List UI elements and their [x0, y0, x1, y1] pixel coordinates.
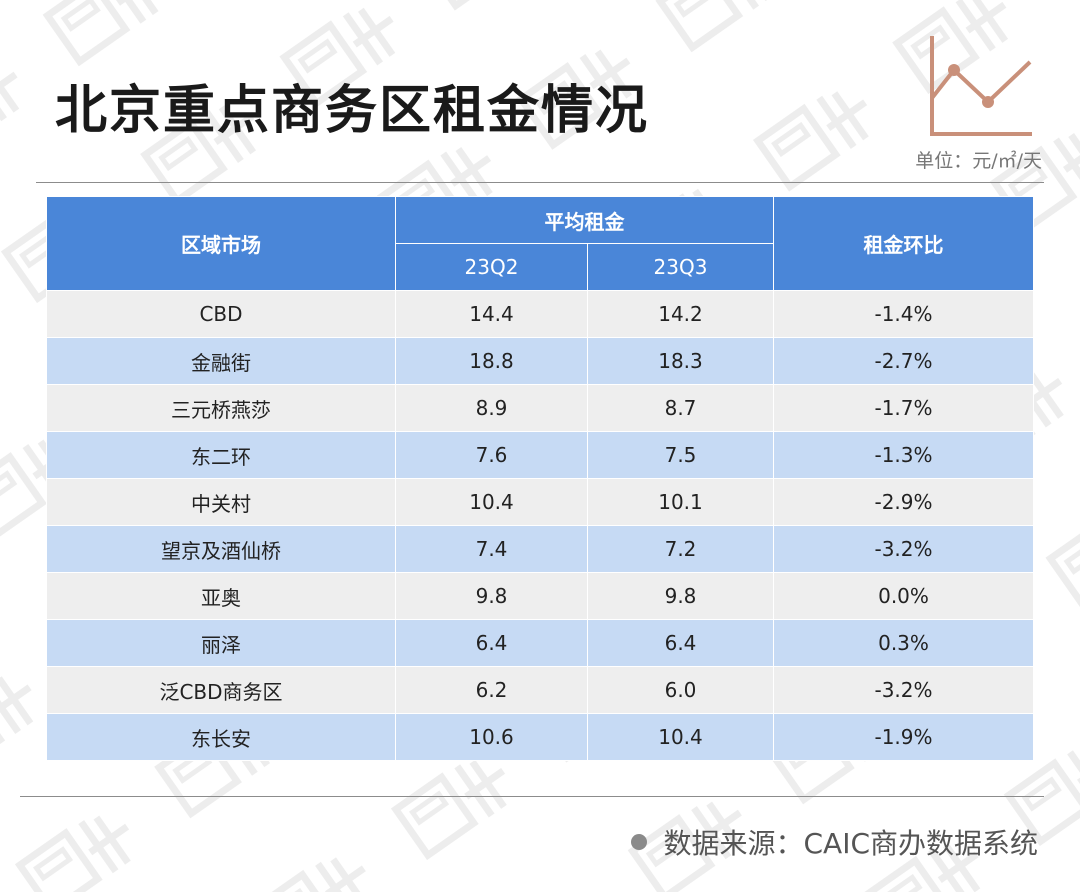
- cell-q3: 14.2: [587, 290, 774, 338]
- cell-q3: 6.4: [587, 619, 774, 667]
- cell-change: -1.3%: [773, 431, 1034, 479]
- cell-change: -3.2%: [773, 525, 1034, 573]
- cell-region: 东二环: [46, 431, 396, 479]
- table-row: 中关村 10.4 10.1 -2.9%: [46, 478, 1034, 526]
- top-divider: [36, 182, 1044, 183]
- cell-change: 0.0%: [773, 572, 1034, 620]
- cell-region: 丽泽: [46, 619, 396, 667]
- cell-q2: 10.6: [395, 713, 588, 761]
- cell-region: 亚奥: [46, 572, 396, 620]
- cell-region: 中关村: [46, 478, 396, 526]
- unit-label: 单位：元/㎡/天: [915, 150, 1042, 172]
- rent-table: 区域市场 平均租金 租金环比 23Q2 23Q3 CBD 14.4 14.2 -1.4…: [46, 196, 1034, 761]
- bullet-dot: [631, 834, 648, 850]
- cell-region: 东长安: [46, 713, 396, 761]
- cell-q2: 10.4: [395, 478, 588, 526]
- cell-change: 0.3%: [773, 619, 1034, 667]
- header-change: 租金环比: [773, 196, 1034, 291]
- table-row: 望京及酒仙桥 7.4 7.2 -3.2%: [46, 525, 1034, 573]
- header-q2: 23Q2: [395, 243, 588, 291]
- cell-change: -3.2%: [773, 666, 1034, 714]
- cell-change: -1.4%: [773, 290, 1034, 338]
- header-region: 区域市场: [46, 196, 396, 291]
- cell-q2: 18.8: [395, 337, 588, 385]
- table-row: 东二环 7.6 7.5 -1.3%: [46, 431, 1034, 479]
- cell-region: 金融街: [46, 337, 396, 385]
- cell-q3: 18.3: [587, 337, 774, 385]
- cell-region: 三元桥燕莎: [46, 384, 396, 432]
- cell-region: 泛CBD商务区: [46, 666, 396, 714]
- table-row: 金融街 18.8 18.3 -2.7%: [46, 337, 1034, 385]
- cell-change: -2.9%: [773, 478, 1034, 526]
- cell-q3: 10.1: [587, 478, 774, 526]
- cell-q2: 9.8: [395, 572, 588, 620]
- header-avg-rent: 平均租金: [395, 196, 774, 244]
- table-row: 三元桥燕莎 8.9 8.7 -1.7%: [46, 384, 1034, 432]
- cell-q2: 6.2: [395, 666, 588, 714]
- table-row: 丽泽 6.4 6.4 0.3%: [46, 619, 1034, 667]
- cell-change: -2.7%: [773, 337, 1034, 385]
- cell-region: 望京及酒仙桥: [46, 525, 396, 573]
- table-row: 泛CBD商务区 6.2 6.0 -3.2%: [46, 666, 1034, 714]
- header-q3: 23Q3: [587, 243, 774, 291]
- cell-q3: 8.7: [587, 384, 774, 432]
- cell-q2: 8.9: [395, 384, 588, 432]
- cell-q2: 6.4: [395, 619, 588, 667]
- cell-q3: 6.0: [587, 666, 774, 714]
- table-body: CBD 14.4 14.2 -1.4% 金融街 18.8 18.3 -2.7% 三元桥燕莎 8.9…: [46, 290, 1034, 761]
- cell-q3: 10.4: [587, 713, 774, 761]
- page-title: 北京重点商务区租金情况: [55, 81, 650, 141]
- cell-change: -1.7%: [773, 384, 1034, 432]
- line-chart-icon: [930, 36, 1032, 136]
- cell-q2: 7.6: [395, 431, 588, 479]
- bottom-divider: [20, 796, 1044, 797]
- table-row: 东长安 10.6 10.4 -1.9%: [46, 713, 1034, 761]
- cell-change: -1.9%: [773, 713, 1034, 761]
- cell-q3: 9.8: [587, 572, 774, 620]
- table-row: 亚奥 9.8 9.8 0.0%: [46, 572, 1034, 620]
- table-row: CBD 14.4 14.2 -1.4%: [46, 290, 1034, 338]
- source-text: 数据来源：CAIC商办数据系统: [663, 827, 1038, 860]
- cell-q2: 7.4: [395, 525, 588, 573]
- cell-region: CBD: [46, 290, 396, 338]
- source-note: 数据来源：CAIC商办数据系统: [631, 822, 1038, 862]
- cell-q2: 14.4: [395, 290, 588, 338]
- cell-q3: 7.5: [587, 431, 774, 479]
- cell-q3: 7.2: [587, 525, 774, 573]
